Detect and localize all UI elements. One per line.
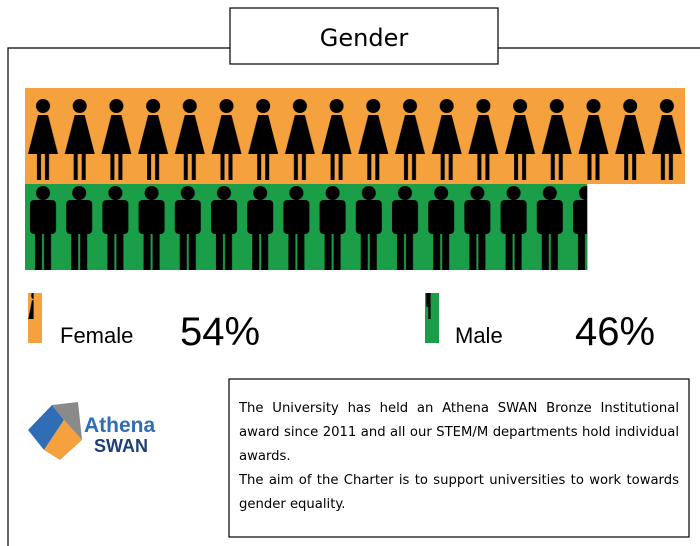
note: The University has held an Athena SWAN B… xyxy=(229,379,689,537)
note-paragraph: The University has held an Athena SWAN B… xyxy=(239,401,679,464)
chart-title: Gender xyxy=(320,24,409,52)
value-label: 54% xyxy=(180,310,260,354)
logo-text: Athena xyxy=(84,414,155,437)
note-box xyxy=(228,378,690,538)
legend-label: Male xyxy=(455,323,503,348)
logo-shape xyxy=(44,420,82,460)
logo-text: SWAN xyxy=(94,436,148,456)
bar-icons xyxy=(25,184,588,270)
logo-shape xyxy=(28,405,64,450)
title-box xyxy=(229,7,499,65)
legend-label: Female xyxy=(60,323,133,348)
logo: Athena SWAN xyxy=(28,402,155,460)
bar-icons xyxy=(25,88,685,184)
value-label: 46% xyxy=(575,310,655,354)
frame xyxy=(7,47,700,546)
legend-icon xyxy=(425,293,431,319)
note-paragraph: The aim of the Charter is to support uni… xyxy=(239,473,679,512)
legend-icon xyxy=(28,293,34,319)
logo-shape xyxy=(52,402,82,440)
